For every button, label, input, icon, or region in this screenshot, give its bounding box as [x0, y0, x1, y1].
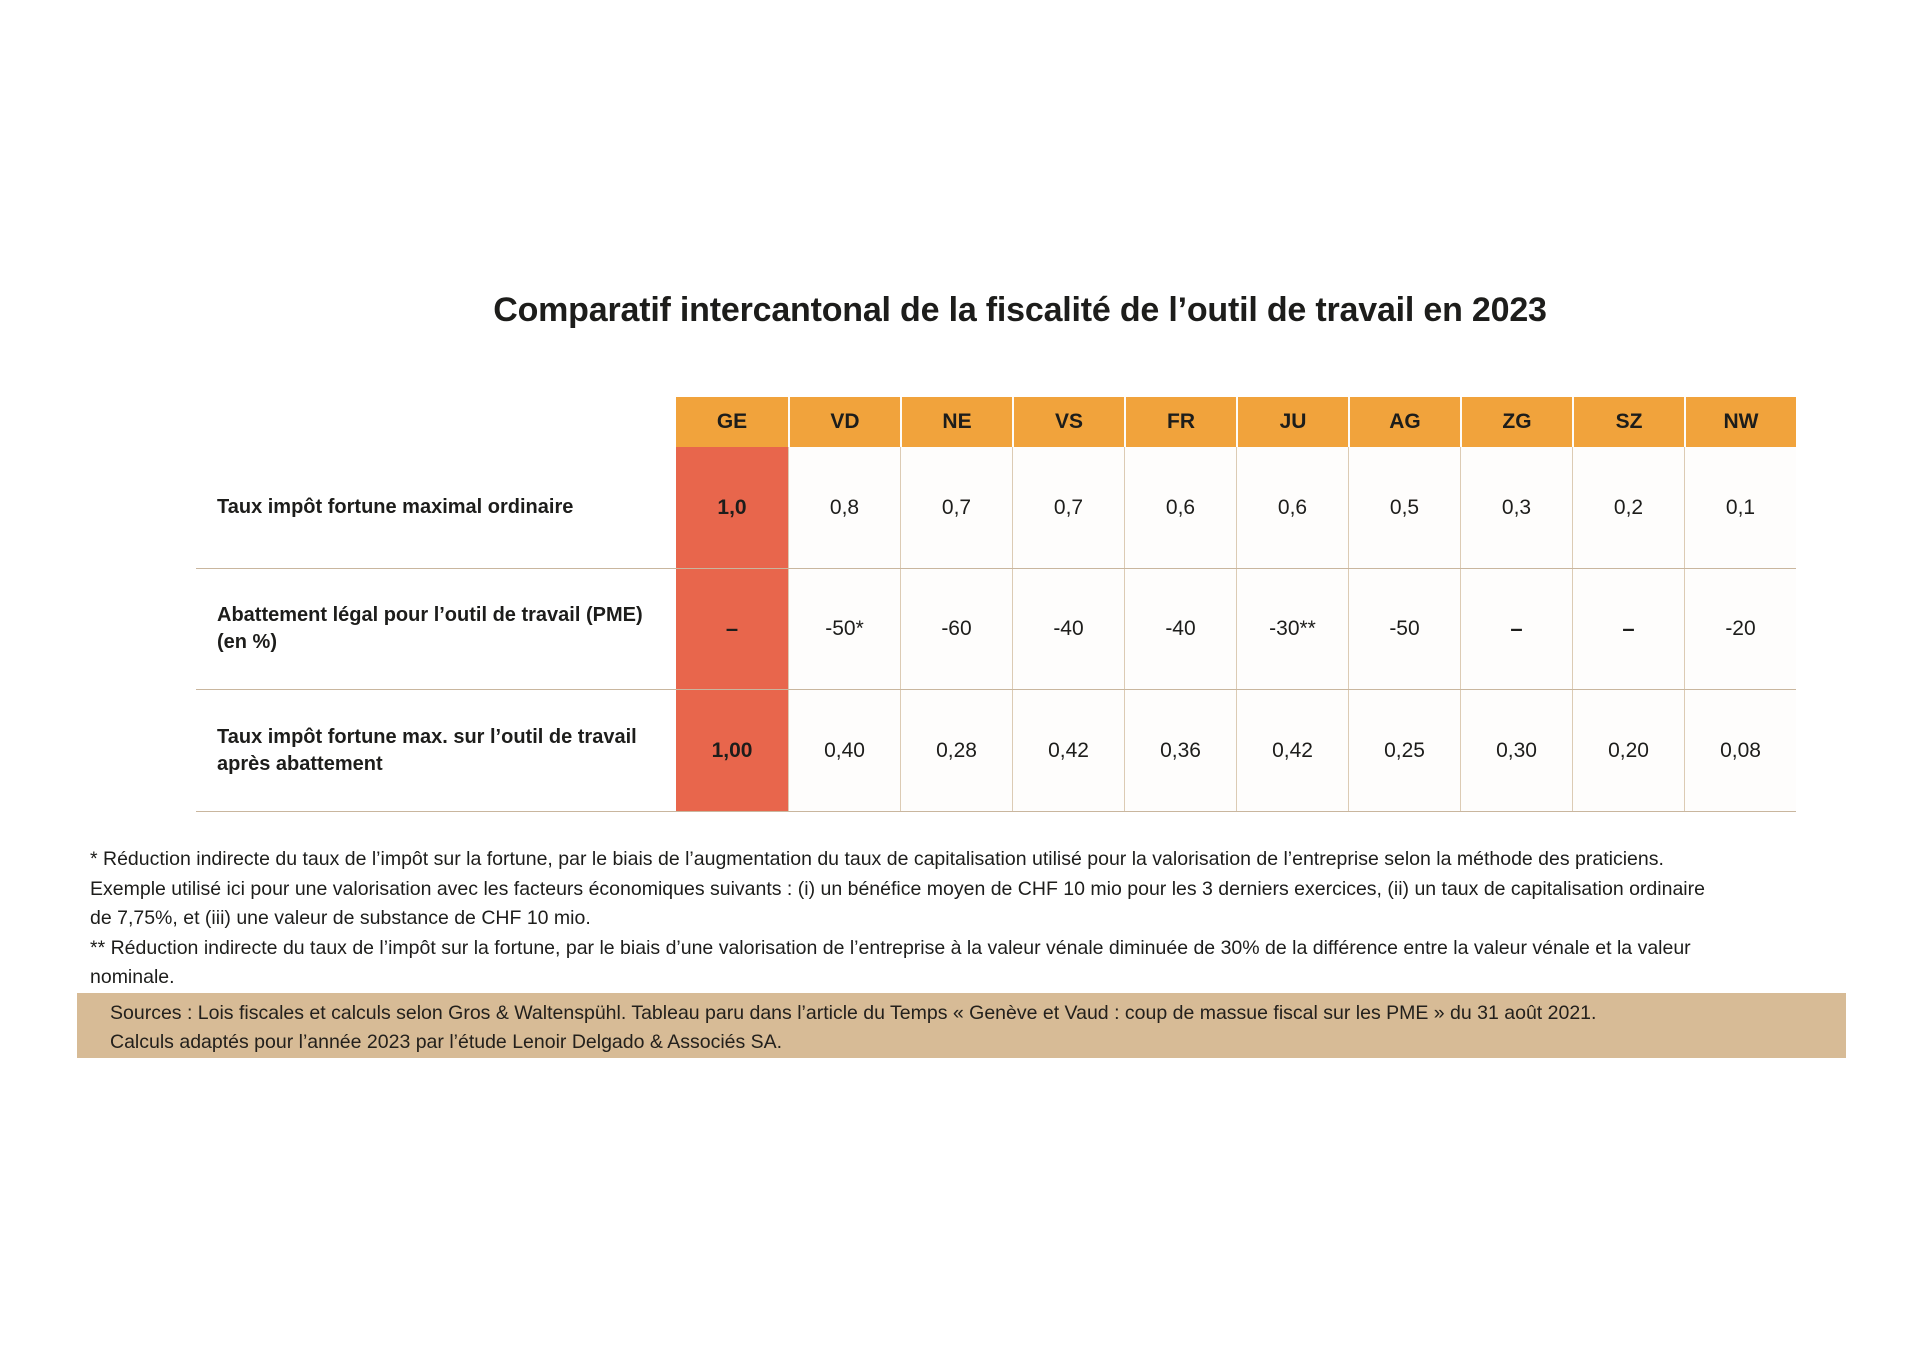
column-header-VS: VS [1012, 397, 1124, 447]
cell-AG: 0,5 [1348, 447, 1460, 568]
cell-JU: -30** [1236, 569, 1348, 689]
cell-GE: 1,00 [676, 690, 788, 811]
chart-title: Comparatif intercantonal de la fiscalité… [493, 291, 1547, 329]
cell-SZ: 0,2 [1572, 447, 1684, 568]
footnotes: * Réduction indirecte du taux de l’impôt… [90, 845, 1870, 993]
column-header-NE: NE [900, 397, 1012, 447]
column-header-GE: GE [676, 397, 788, 447]
cell-ZG: – [1460, 569, 1572, 689]
table-row: Taux impôt fortune maximal ordinaire 1,0 0… [196, 447, 1796, 569]
cell-AG: 0,25 [1348, 690, 1460, 811]
cell-NW: 0,08 [1684, 690, 1796, 811]
cell-JU: 0,6 [1236, 447, 1348, 568]
column-header-SZ: SZ [1572, 397, 1684, 447]
row-label: Abattement légal pour l’outil de travail… [217, 604, 643, 653]
cell-VD: 0,40 [788, 690, 900, 811]
cell-SZ: – [1572, 569, 1684, 689]
cell-NE: 0,28 [900, 690, 1012, 811]
footnote-asterisk: * Réduction indirecte du taux de l’impôt… [90, 848, 1705, 929]
cell-VS: 0,42 [1012, 690, 1124, 811]
cell-VS: -40 [1012, 569, 1124, 689]
cell-FR: 0,6 [1124, 447, 1236, 568]
cell-NW: -20 [1684, 569, 1796, 689]
table-body: Taux impôt fortune maximal ordinaire 1,0 0… [196, 447, 1796, 812]
cell-JU: 0,42 [1236, 690, 1348, 811]
column-header-JU: JU [1236, 397, 1348, 447]
footnote-double-asterisk: ** Réduction indirecte du taux de l’impô… [90, 936, 1691, 989]
cell-SZ: 0,20 [1572, 690, 1684, 811]
cell-NW: 0,1 [1684, 447, 1796, 568]
cell-VD: 0,8 [788, 447, 900, 568]
cell-NE: 0,7 [900, 447, 1012, 568]
row-label: Taux impôt fortune maximal ordinaire [217, 496, 574, 518]
column-header-NW: NW [1684, 397, 1796, 447]
cell-GE: – [676, 569, 788, 689]
cell-ZG: 0,30 [1460, 690, 1572, 811]
cell-GE: 1,0 [676, 447, 788, 568]
table-row: Abattement légal pour l’outil de travail… [196, 569, 1796, 690]
column-header-ZG: ZG [1460, 397, 1572, 447]
cell-ZG: 0,3 [1460, 447, 1572, 568]
column-header-FR: FR [1124, 397, 1236, 447]
comparison-table: GE VD NE VS FR JU AG ZG SZ NW Taux impôt fortune … [196, 397, 1796, 812]
table-header-row: GE VD NE VS FR JU AG ZG SZ NW [196, 397, 1796, 447]
table-row: Taux impôt fortune max. sur l’outil de t… [196, 690, 1796, 812]
cell-VD: -50* [788, 569, 900, 689]
sources-box: Sources : Lois fiscales et calculs selon… [77, 993, 1846, 1058]
column-header-AG: AG [1348, 397, 1460, 447]
cell-FR: 0,36 [1124, 690, 1236, 811]
cell-VS: 0,7 [1012, 447, 1124, 568]
header-spacer-cell [196, 397, 676, 447]
cell-AG: -50 [1348, 569, 1460, 689]
row-label: Taux impôt fortune max. sur l’outil de t… [217, 725, 637, 775]
cell-NE: -60 [900, 569, 1012, 689]
cell-FR: -40 [1124, 569, 1236, 689]
column-header-VD: VD [788, 397, 900, 447]
